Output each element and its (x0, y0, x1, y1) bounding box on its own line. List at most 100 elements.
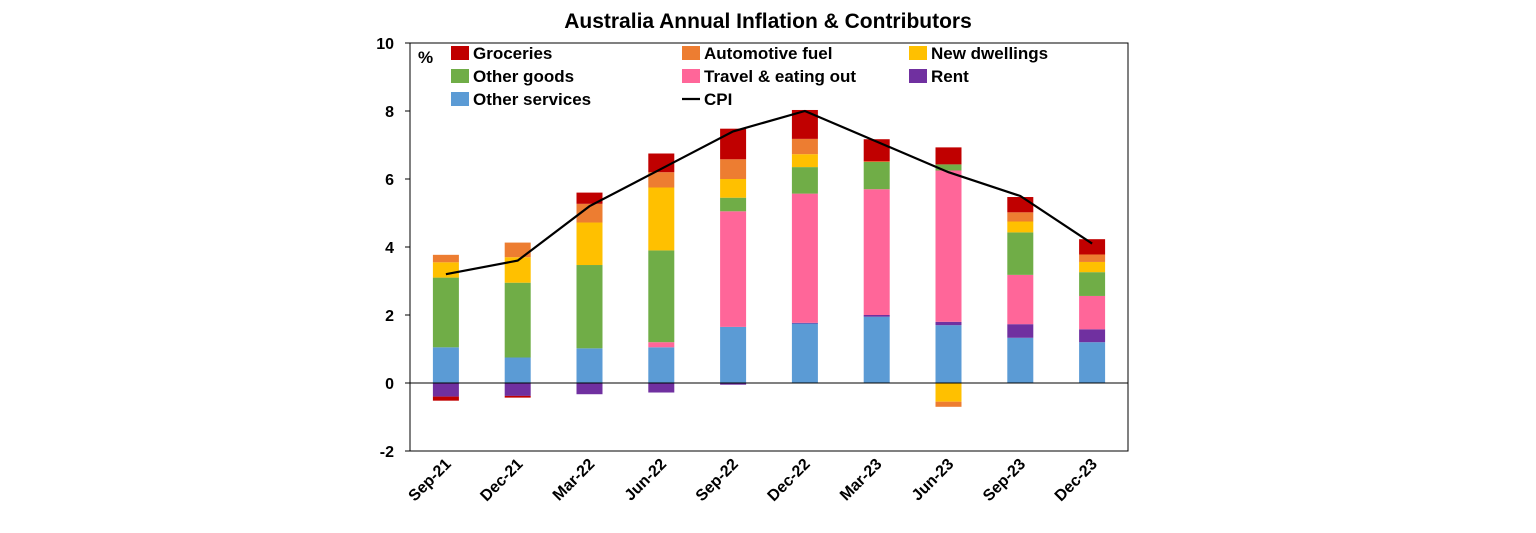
bar-segment-rent-mar-23 (863, 315, 890, 317)
y-tick-label: 8 (385, 104, 394, 121)
bar-segment-new-dwellings-sep-22 (720, 179, 747, 198)
legend-label: CPI (704, 90, 732, 109)
bar-segment-other-goods-mar-22 (576, 265, 603, 349)
bar-segment-other-services-sep-23 (1007, 337, 1034, 383)
bar-segment-other-goods-sep-21 (432, 277, 459, 348)
bar-segment-automotive-fuel-mar-22 (576, 203, 603, 223)
y-tick-label: 2 (385, 308, 394, 325)
bar-segment-groceries-sep-23 (1007, 197, 1034, 213)
bar-segment-rent-sep-21 (432, 383, 459, 397)
bar-segment-groceries-jun-22 (648, 153, 675, 173)
bar-segment-other-goods-dec-22 (791, 167, 818, 194)
bar-segment-other-services-mar-22 (576, 348, 603, 383)
bar-segment-rent-sep-22 (720, 383, 747, 385)
bar-segment-new-dwellings-jun-22 (648, 187, 675, 251)
legend-swatch (909, 69, 927, 83)
x-tick-label: Sep-21 (406, 456, 455, 505)
bar-segment-other-services-sep-22 (720, 326, 747, 383)
bar-segment-groceries-sep-22 (720, 128, 747, 160)
legend-item-other-services: Other services (451, 90, 591, 109)
x-tick-label: Mar-22 (550, 456, 599, 505)
legend-swatch (682, 46, 700, 60)
bar-segment-other-services-mar-23 (863, 316, 890, 383)
chart-title: Australia Annual Inflation & Contributor… (564, 10, 972, 33)
legend-label: New dwellings (931, 44, 1048, 63)
bar-segment-travel-and-eating-out-dec-22 (791, 193, 818, 323)
bar-segment-automotive-fuel-sep-23 (1007, 212, 1034, 222)
y-tick-label: 4 (385, 240, 394, 257)
x-tick-label: Sep-22 (693, 456, 742, 505)
bar-segment-other-goods-jun-23 (935, 164, 962, 171)
bar-segment-travel-and-eating-out-dec-23 (1079, 295, 1106, 330)
bar-segment-travel-and-eating-out-sep-22 (720, 211, 747, 327)
bar-segment-automotive-fuel-dec-23 (1079, 254, 1106, 262)
legend-label: Groceries (473, 44, 552, 63)
legend-label: Other services (473, 90, 591, 109)
y-axis-unit-label: % (418, 48, 433, 67)
legend-item-rent: Rent (909, 67, 969, 86)
legend-swatch (451, 46, 469, 60)
bar-segment-travel-and-eating-out-mar-23 (863, 189, 890, 315)
legend-item-new-dwellings: New dwellings (909, 44, 1048, 63)
bar-segment-other-goods-dec-23 (1079, 272, 1106, 296)
bar-segment-rent-mar-22 (576, 383, 603, 395)
y-tick-label: -2 (380, 444, 394, 461)
bar-segment-new-dwellings-dec-23 (1079, 261, 1106, 273)
bar-segment-other-services-dec-22 (791, 323, 818, 383)
legend-swatch (451, 92, 469, 106)
legend-swatch (451, 69, 469, 83)
legend-item-groceries: Groceries (451, 44, 552, 63)
bar-segment-rent-jun-22 (648, 383, 675, 393)
legend-item-cpi: CPI (682, 90, 732, 109)
bar-segment-travel-and-eating-out-jun-22 (648, 342, 675, 348)
bar-segment-automotive-fuel-jun-23 (935, 401, 962, 407)
bar-segment-automotive-fuel-mar-23 (863, 161, 890, 162)
bar-segment-other-goods-sep-23 (1007, 232, 1034, 275)
bar-segment-rent-dec-22 (791, 322, 818, 324)
bar-segment-groceries-jun-23 (935, 147, 962, 165)
x-tick-label: Jun-22 (622, 456, 671, 505)
bar-segment-groceries-mar-22 (576, 192, 603, 204)
legend-label: Rent (931, 67, 969, 86)
legend-item-automotive-fuel: Automotive fuel (682, 44, 832, 63)
bar-segment-new-dwellings-jun-23 (935, 383, 962, 402)
legend-label: Travel & eating out (704, 67, 856, 86)
bar-segment-travel-and-eating-out-sep-23 (1007, 274, 1034, 325)
bar-segment-rent-sep-23 (1007, 324, 1034, 338)
bar-segment-groceries-dec-23 (1079, 239, 1106, 255)
bar-segment-new-dwellings-dec-22 (791, 154, 818, 168)
legend: Groceries Automotive fuel New dwellings Oth… (451, 44, 1048, 109)
bar-segment-new-dwellings-sep-21 (432, 262, 459, 278)
bar-segment-automotive-fuel-dec-22 (791, 138, 818, 155)
bar-segment-other-services-jun-23 (935, 325, 962, 383)
legend-label: Other goods (473, 67, 574, 86)
bar-segment-other-goods-mar-23 (863, 162, 890, 190)
legend-swatch (682, 69, 700, 83)
cpi-line (445, 109, 1093, 276)
bar-segment-other-goods-jun-22 (648, 250, 675, 343)
legend-item-travel-and-eating-out: Travel & eating out (682, 67, 856, 86)
bar-segment-rent-dec-23 (1079, 329, 1106, 343)
bar-segment-other-goods-dec-21 (504, 282, 531, 358)
y-tick-label: 0 (385, 376, 394, 393)
x-tick-label: Jun-23 (909, 456, 958, 505)
y-tick-label: 6 (385, 172, 394, 189)
x-tick-label: Dec-23 (1052, 456, 1101, 505)
x-tick-label: Sep-23 (980, 456, 1029, 505)
bar-segment-groceries-dec-21 (504, 395, 531, 398)
bar-segment-new-dwellings-mar-22 (576, 222, 603, 266)
bar-segment-automotive-fuel-dec-21 (504, 242, 531, 258)
bar-segment-rent-jun-23 (935, 321, 962, 326)
bar-segment-automotive-fuel-jun-22 (648, 172, 675, 188)
bar-segment-new-dwellings-sep-23 (1007, 221, 1034, 233)
x-tick-label: Mar-23 (837, 456, 886, 505)
legend-label: Automotive fuel (704, 44, 832, 63)
x-tick-label: Dec-22 (765, 456, 814, 505)
bar-segment-other-services-dec-21 (504, 357, 531, 383)
bar-segment-rent-dec-21 (504, 383, 531, 396)
bar-segment-automotive-fuel-sep-21 (432, 254, 459, 263)
legend-swatch (909, 46, 927, 60)
legend-item-other-goods: Other goods (451, 67, 574, 86)
y-tick-label: 10 (376, 36, 394, 53)
